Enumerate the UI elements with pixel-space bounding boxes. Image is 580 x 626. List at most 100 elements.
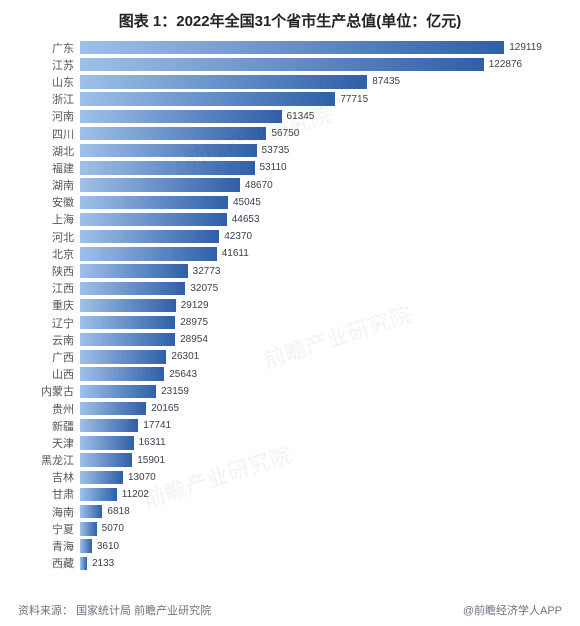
bar [80,92,335,105]
bar-wrap: 56750 [80,125,562,142]
bar [80,522,97,535]
bar [80,419,138,432]
value-label: 28954 [180,334,208,345]
category-label: 黑龙江 [18,452,80,468]
source: 资料来源： 国家统计局 前瞻产业研究院 [18,602,211,618]
value-label: 26301 [171,351,199,362]
bar-wrap: 32773 [80,262,562,279]
category-label: 四川 [18,126,80,142]
bar-row: 河北 42370 [18,228,562,245]
bar-row: 辽宁28975 [18,314,562,331]
bar-row: 四川 56750 [18,125,562,142]
value-label: 61345 [287,111,315,122]
category-label: 内蒙古 [18,383,80,399]
value-label: 20165 [151,403,179,414]
bar [80,471,123,484]
bar-row: 山西25643 [18,366,562,383]
bar-row: 湖南48670 [18,177,562,194]
footer-right: @前瞻经济学人APP [463,602,562,618]
bar-row: 宁夏5070 [18,520,562,537]
value-label: 77715 [340,94,368,105]
bar-wrap: 77715 [80,91,562,108]
bar-row: 浙江 77715 [18,91,562,108]
bar-wrap: 28954 [80,331,562,348]
value-label: 17741 [143,420,171,431]
bar-wrap: 61345 [80,108,562,125]
category-label: 甘肃 [18,486,80,502]
category-label: 西藏 [18,555,80,571]
value-label: 2133 [92,558,114,569]
bar-row: 安徽45045 [18,194,562,211]
source-label: 资料来源： [18,605,73,617]
bar-wrap: 23159 [80,383,562,400]
category-label: 广东 [18,40,80,56]
bar-row: 广西 26301 [18,348,562,365]
bar-wrap: 53735 [80,142,562,159]
bar [80,333,175,346]
bar-wrap: 42370 [80,228,562,245]
chart-title: 图表 1：2022年全国31个省市生产总值(单位：亿元) [18,10,562,31]
bar-wrap: 17741 [80,417,562,434]
bar-wrap: 13070 [80,469,562,486]
bar-wrap: 20165 [80,400,562,417]
bar [80,557,87,570]
bar-wrap: 41611 [80,245,562,262]
bar [80,436,134,449]
value-label: 23159 [161,386,189,397]
bar-wrap: 28975 [80,314,562,331]
bar-row: 福建53110 [18,159,562,176]
category-label: 河北 [18,229,80,245]
category-label: 江苏 [18,57,80,73]
value-label: 42370 [224,231,252,242]
bar-wrap: 53110 [80,159,562,176]
value-label: 32773 [193,266,221,277]
bar [80,58,484,71]
value-label: 122876 [489,59,522,70]
bar-row: 湖北 53735 [18,142,562,159]
bar [80,282,185,295]
bar-wrap: 25643 [80,366,562,383]
value-label: 29129 [181,300,209,311]
bar [80,488,117,501]
bar-row: 青海3610 [18,537,562,554]
value-label: 56750 [271,128,299,139]
bar-row: 甘肃11202 [18,486,562,503]
value-label: 3610 [97,541,119,552]
bar-wrap: 3610 [80,537,562,554]
bar-row: 内蒙古 23159 [18,383,562,400]
bar [80,539,92,552]
category-label: 贵州 [18,401,80,417]
category-label: 陕西 [18,263,80,279]
value-label: 53735 [262,145,290,156]
value-label: 6818 [107,506,129,517]
category-label: 海南 [18,504,80,520]
category-label: 广西 [18,349,80,365]
category-label: 新疆 [18,418,80,434]
bar [80,402,146,415]
source-text: 国家统计局 前瞻产业研究院 [76,605,211,617]
bar-row: 云南28954 [18,331,562,348]
bar-row: 重庆29129 [18,297,562,314]
bar-wrap: 32075 [80,280,562,297]
category-label: 江西 [18,280,80,296]
bar [80,299,176,312]
bar-row: 江西32075 [18,280,562,297]
bar-wrap: 5070 [80,520,562,537]
category-label: 湖北 [18,143,80,159]
bar-row: 海南 6818 [18,503,562,520]
bar [80,144,257,157]
bar [80,196,228,209]
bar-row: 上海44653 [18,211,562,228]
category-label: 宁夏 [18,521,80,537]
bar-wrap: 44653 [80,211,562,228]
bar [80,178,240,191]
category-label: 山西 [18,366,80,382]
bar-wrap: 11202 [80,486,562,503]
bar [80,41,504,54]
bar-row: 山东87435 [18,73,562,90]
bar [80,127,266,140]
bar-wrap: 48670 [80,177,562,194]
category-label: 浙江 [18,91,80,107]
bar [80,367,164,380]
bar-wrap: 45045 [80,194,562,211]
